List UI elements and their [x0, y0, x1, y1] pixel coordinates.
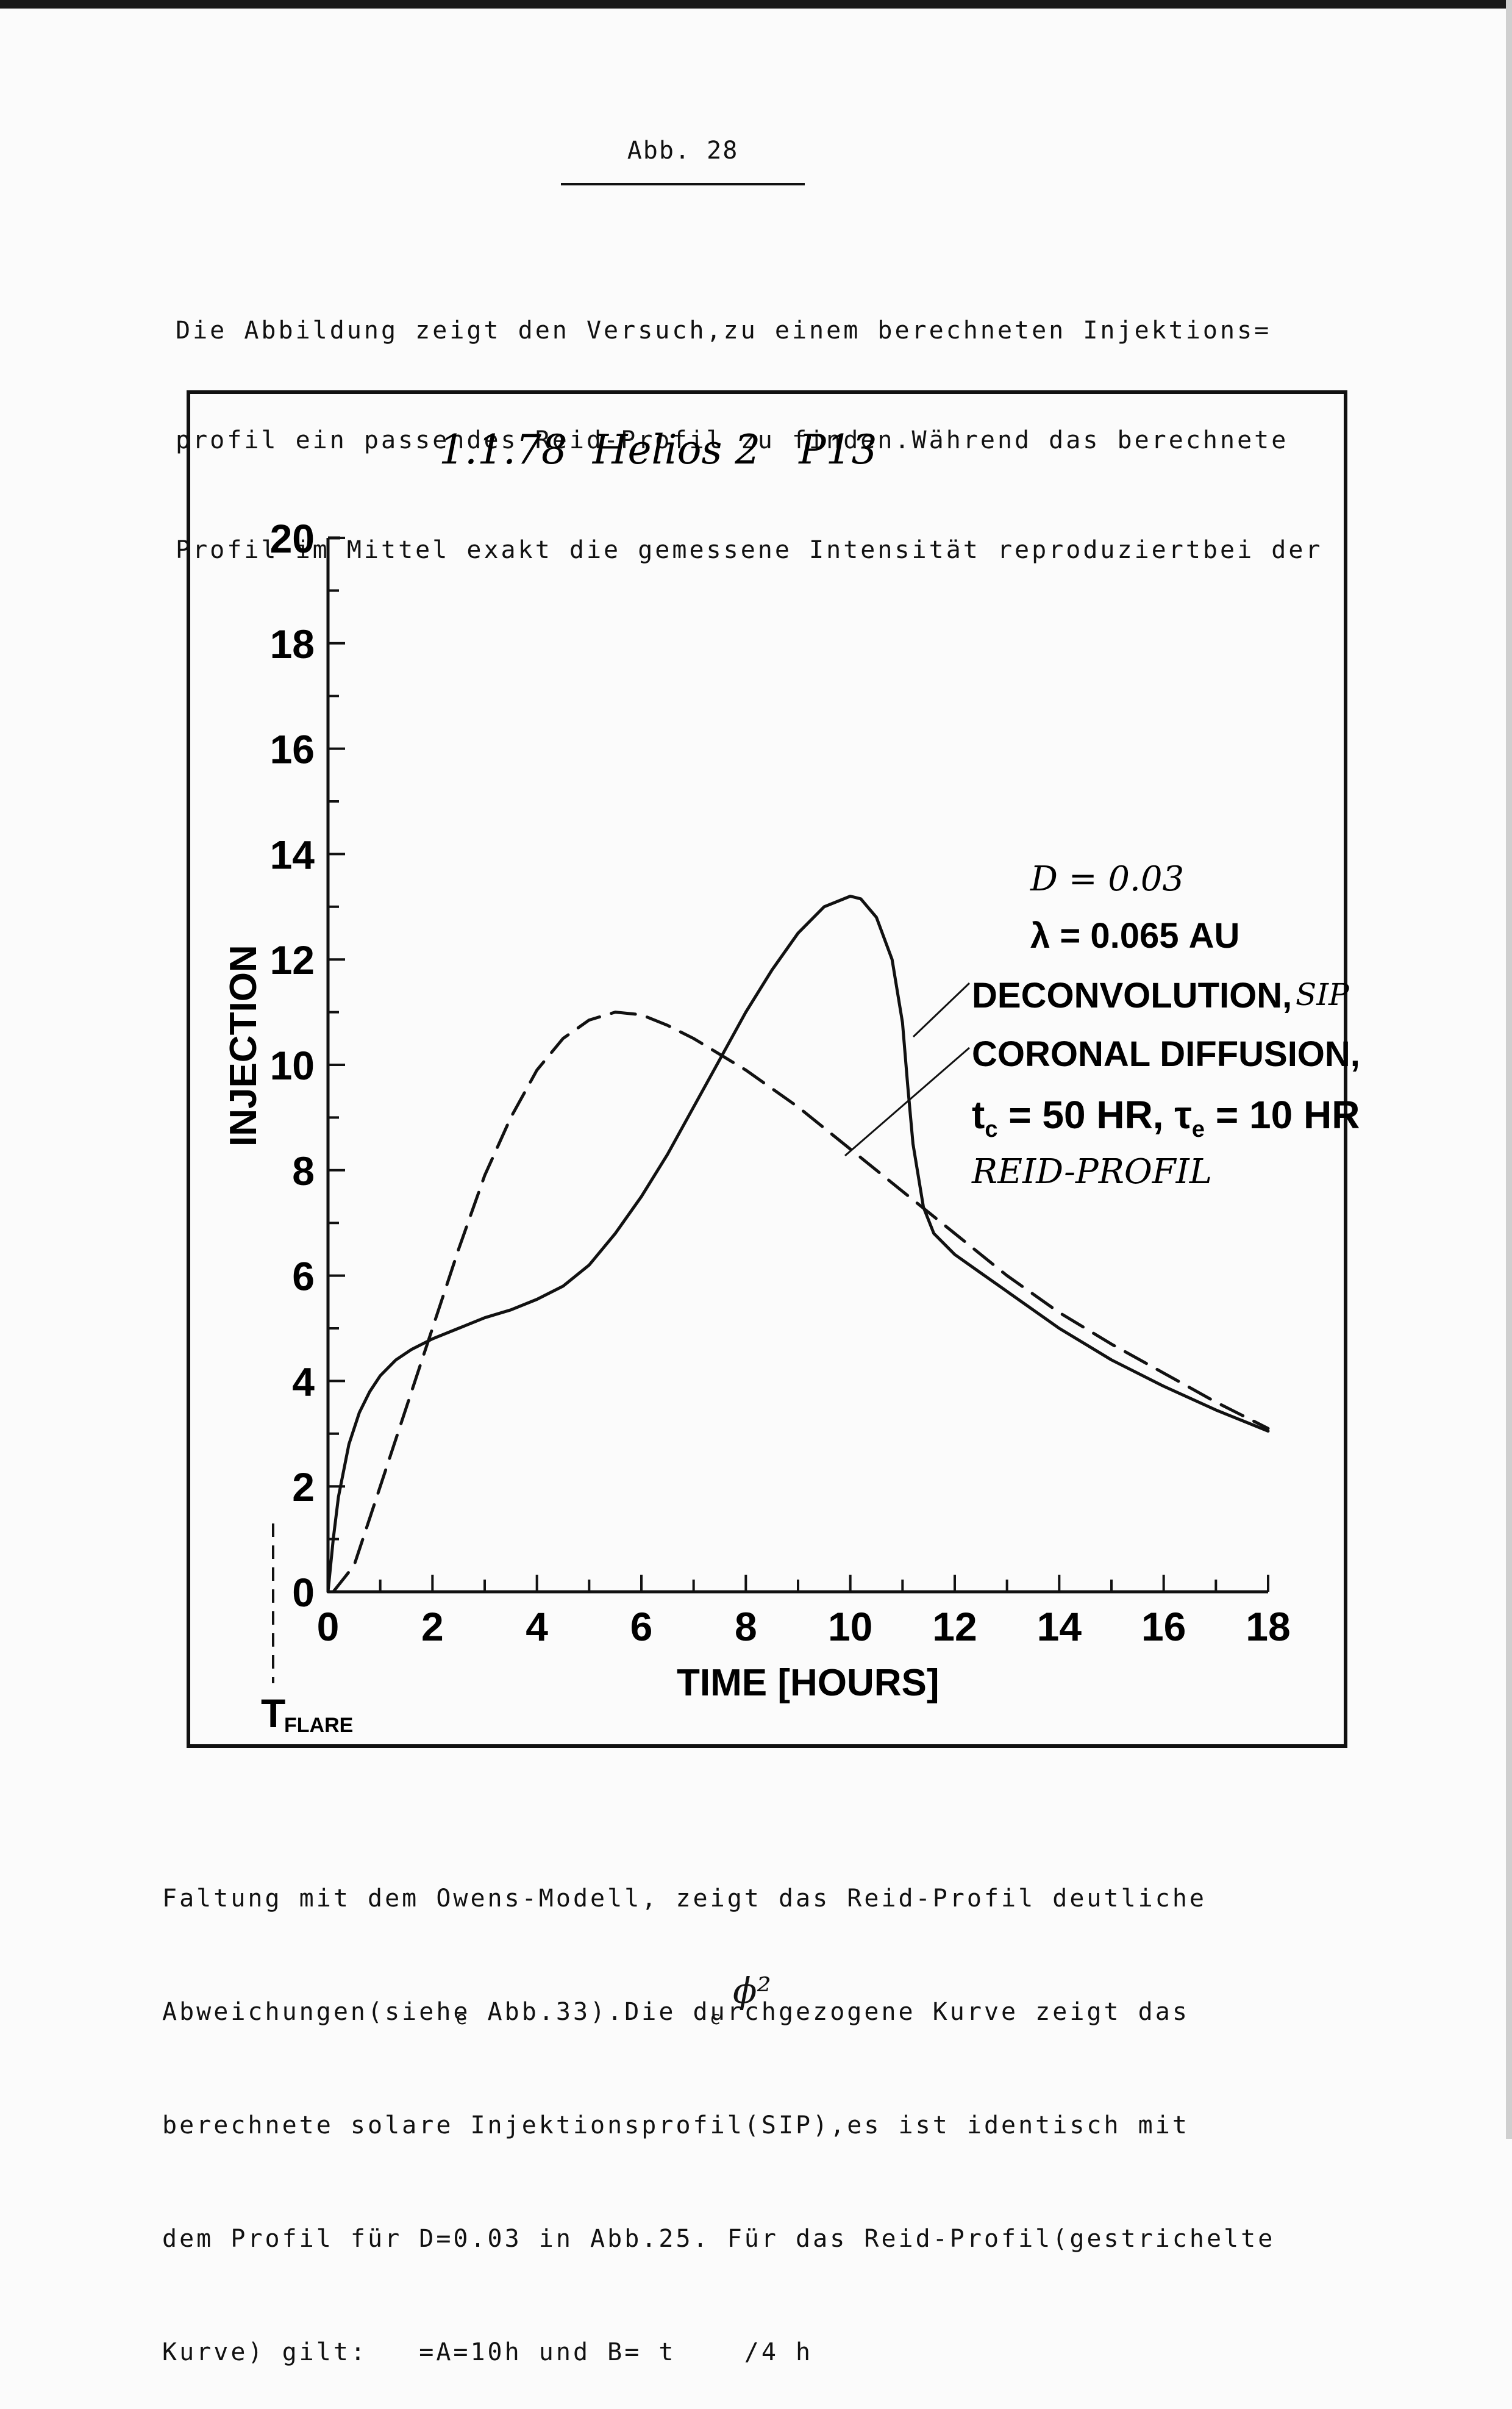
y-tick-label: 8	[292, 1148, 315, 1194]
chart-series	[326, 895, 1270, 1594]
x-tick-label: 0	[317, 1604, 340, 1649]
paragraph-top: Die Abbildung zeigt den Versuch,zu einem…	[176, 239, 1323, 605]
paragraph-bottom-line: berechnete solare Injektionsprofil(SIP),…	[162, 2111, 1189, 2139]
x-axis-label: TIME [HOURS]	[677, 1662, 940, 1704]
annotation-sip: SIP	[1296, 977, 1350, 1012]
paragraph-bottom: Faltung mit dem Owens-Modell, zeigt das …	[162, 1804, 1275, 2409]
formula-subscript-e: e	[456, 2008, 468, 2029]
y-tick-label: 16	[270, 727, 315, 772]
flare-marker-label: T	[261, 1691, 285, 1736]
x-tick-label: 4	[526, 1604, 548, 1649]
x-tick-label: 18	[1246, 1604, 1290, 1649]
injection-chart: 1.1.78 Helios 2 P13 0 2 4 6 8 10 12 14 16 18 20 0 2 4…	[223, 426, 1360, 1737]
y-tick-label: 12	[270, 937, 315, 983]
y-axis-label: INJECTION	[223, 945, 265, 1147]
x-tick-label: 8	[735, 1604, 757, 1649]
leader-line-dashed	[844, 1047, 970, 1157]
annotation-d: D = 0.03	[1030, 859, 1184, 899]
y-tick-label: 4	[292, 1359, 315, 1404]
figure-label-underline	[561, 183, 805, 185]
annotation-te-sub: e	[1192, 1117, 1205, 1142]
y-tick-label: 10	[270, 1043, 315, 1088]
y-tick-label: 18	[270, 621, 315, 667]
x-tick-label: 2	[421, 1604, 444, 1649]
annotation-tc-sub: c	[985, 1117, 997, 1142]
annotation-coronal-diffusion: CORONAL DIFFUSION,	[972, 1034, 1360, 1074]
annotation-deconvolution: DECONVOLUTION,	[972, 976, 1292, 1015]
scan-right-edge	[1506, 0, 1512, 2139]
paragraph-top-line: Die Abbildung zeigt den Versuch,zu einem…	[176, 317, 1272, 345]
paragraph-bottom-line: Faltung mit dem Owens-Modell, zeigt das …	[162, 1885, 1207, 1913]
x-tick-label: 10	[828, 1604, 872, 1649]
chart-title: 1.1.78 Helios 2 P13	[439, 426, 877, 473]
annotation-te-value: = 10 HR	[1205, 1093, 1360, 1137]
y-tick-label: 6	[292, 1254, 315, 1299]
y-tick-label: 20	[270, 516, 315, 561]
x-tick-label: 12	[932, 1604, 977, 1649]
chart-ticks: 0 2 4 6 8 10 12 14 16 18 20 0 2 4 6 8 10 12 14 16 18	[270, 516, 1291, 1649]
annotation-tc-value: = 50 HR, τ	[997, 1093, 1191, 1137]
annotation-lambda: λ = 0.065 AU	[1030, 916, 1239, 956]
paragraph-bottom-line: Abweichungen(siehe Abb.33).Die durchgezo…	[162, 1998, 1189, 2026]
figure-label: Abb. 28	[627, 137, 739, 165]
series-line-solid	[326, 895, 1270, 1594]
paragraph-bottom-line: dem Profil für D=0.03 in Abb.25. Für das…	[162, 2225, 1275, 2253]
x-tick-label: 16	[1141, 1604, 1186, 1649]
figure-frame	[187, 390, 1347, 1748]
paragraph-bottom-line: Kurve) gilt: =A=10h und B= t /4 h	[162, 2338, 813, 2366]
formula-phi-squared: ϕ²	[733, 1970, 771, 2011]
scan-top-edge	[0, 0, 1512, 9]
leader-line-solid	[912, 982, 971, 1038]
y-tick-label: 2	[292, 1464, 315, 1509]
series-line-dashed	[332, 1011, 1270, 1594]
annotation-tc: tc = 50 HR, τe = 10 HR	[972, 1093, 1360, 1142]
annotation-reid-profil: REID-PROFIL	[971, 1152, 1212, 1192]
paragraph-top-line: Profil im Mittel exakt die gemessene Int…	[176, 536, 1323, 564]
x-tick-label: 14	[1037, 1604, 1082, 1649]
y-tick-label: 0	[292, 1570, 315, 1615]
annotation-tc-base: t	[972, 1093, 985, 1137]
y-tick-label: 14	[270, 832, 315, 877]
paragraph-top-line: profil ein passendes Reid-Profil zu find…	[176, 426, 1289, 454]
flare-marker-subscript: FLARE	[284, 1714, 353, 1737]
x-tick-label: 6	[630, 1604, 653, 1649]
formula-subscript-c: c	[710, 2008, 721, 2029]
